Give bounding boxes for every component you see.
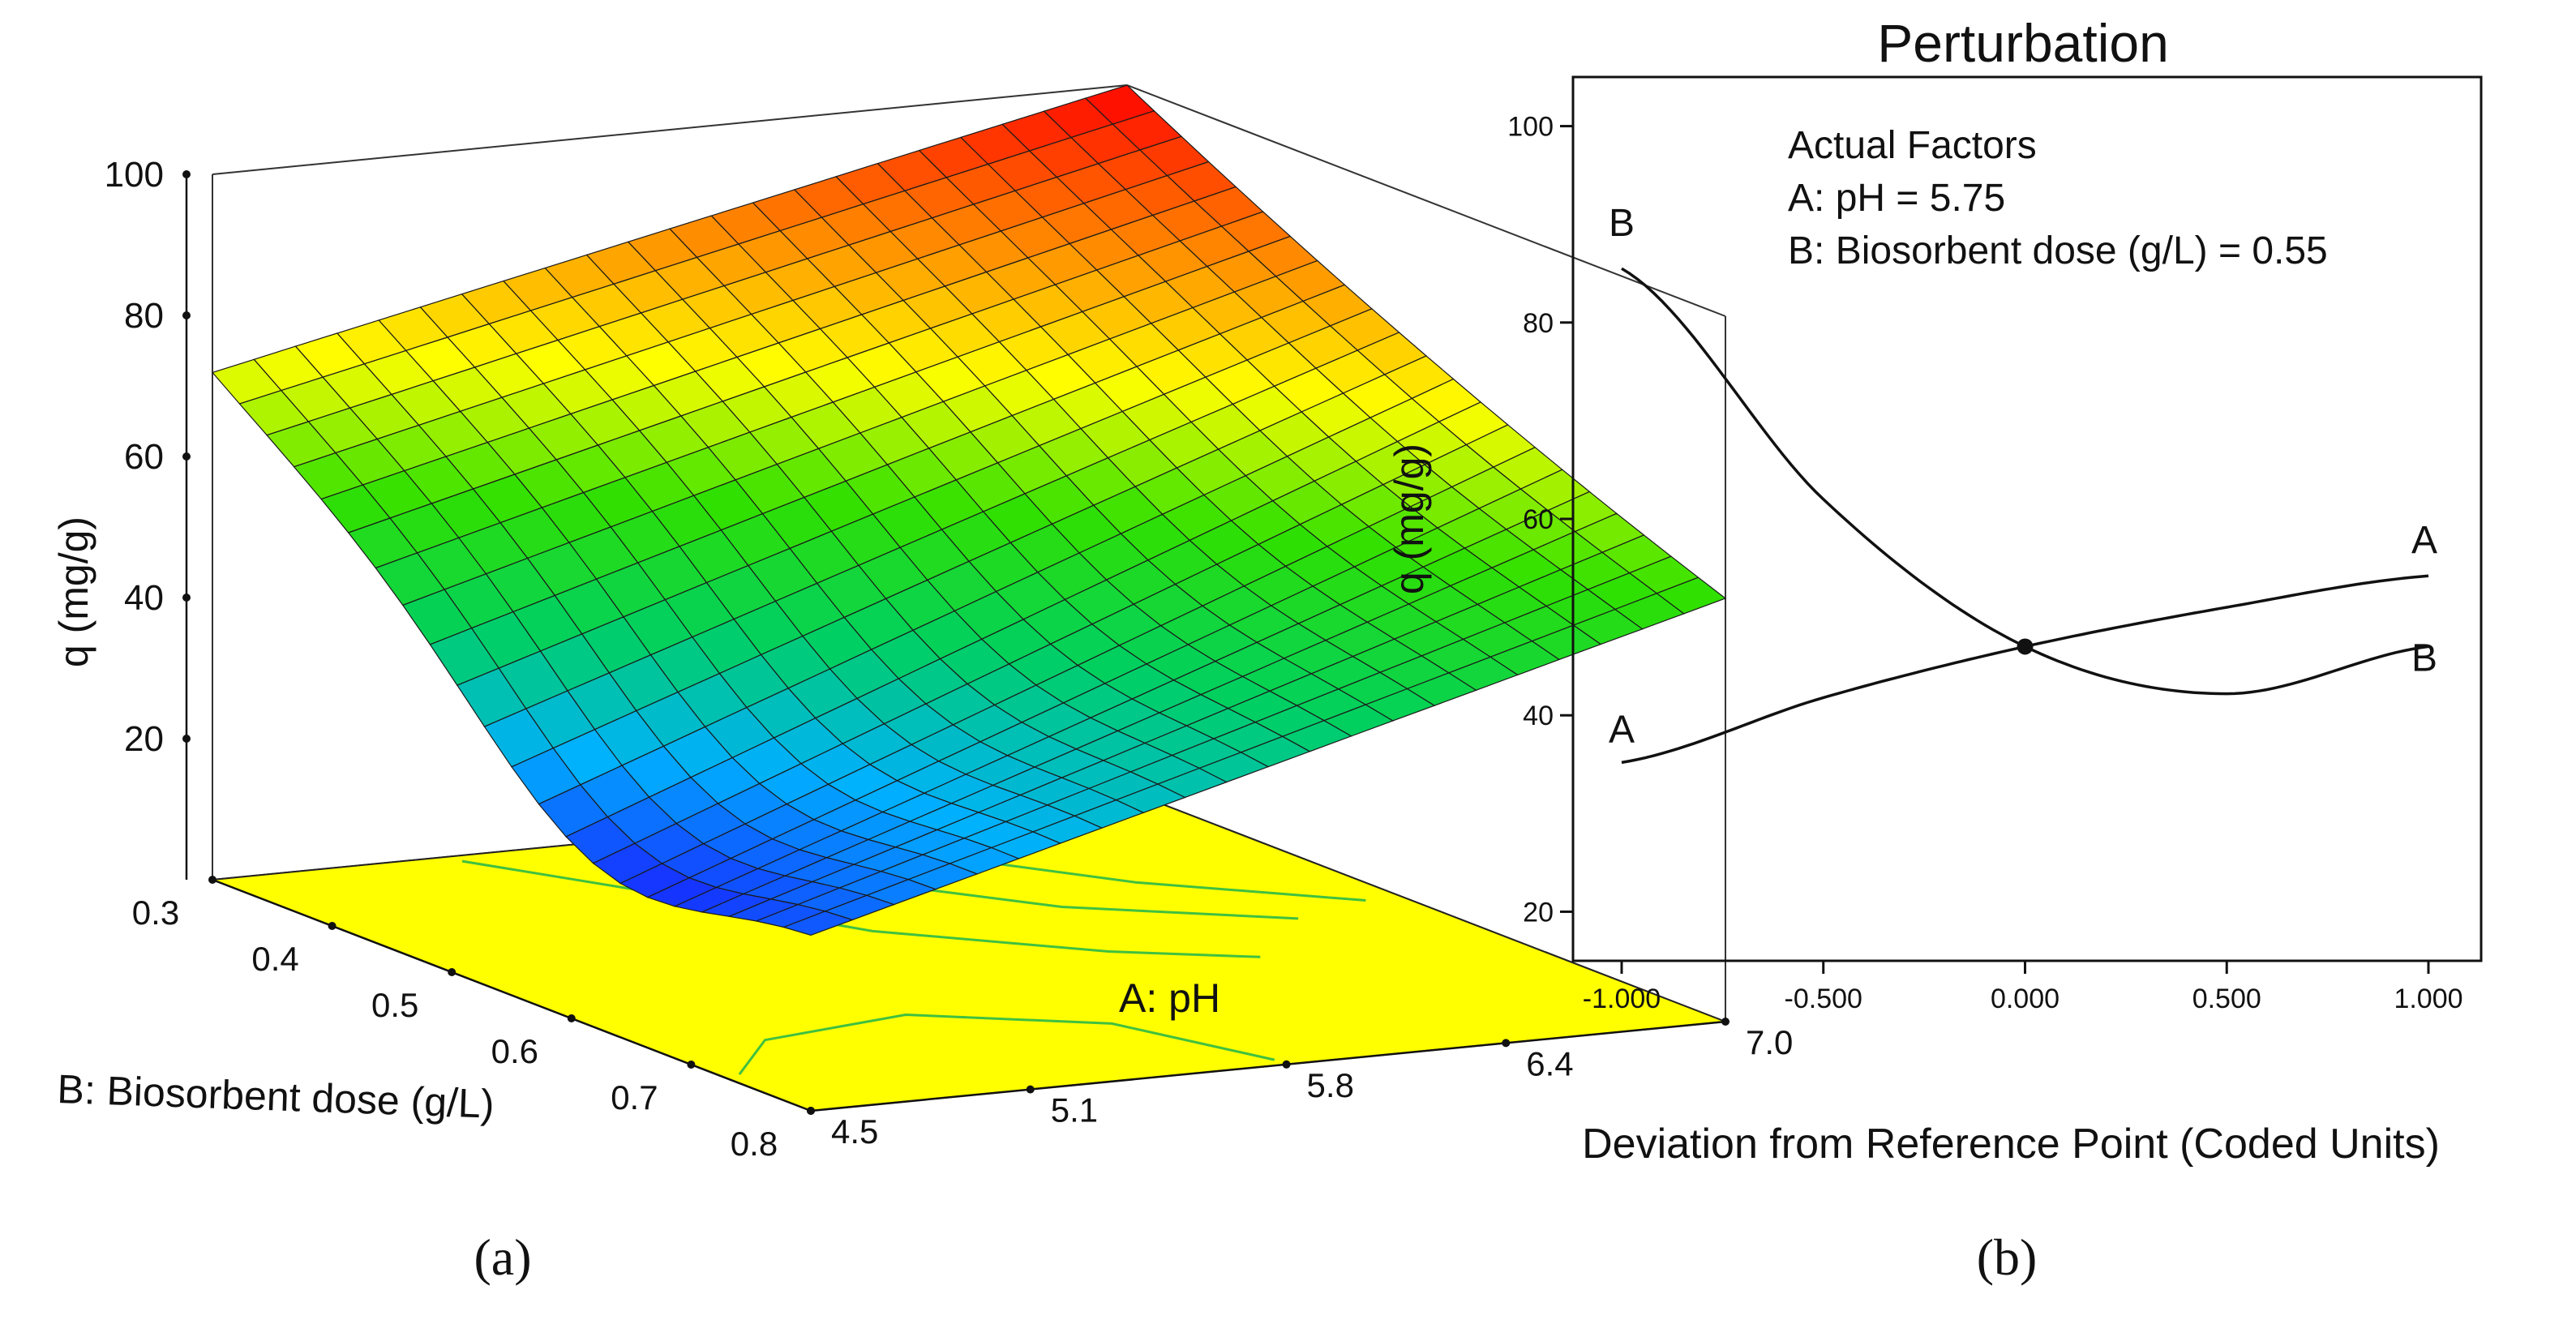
- annotation-box: Actual Factors A: pH = 5.75 B: Biosorben…: [1788, 124, 2328, 272]
- series-start-label: B: [1609, 202, 1635, 245]
- y-tick-label: 20: [1523, 897, 1554, 928]
- dose-tick-label: 0.4: [251, 940, 298, 978]
- dose-tick-mark: [687, 1061, 696, 1069]
- ph-tick-label: 7.0: [1746, 1023, 1793, 1061]
- series-end-label: A: [2411, 519, 2437, 562]
- ph-tick-label: 5.1: [1051, 1091, 1098, 1129]
- series-end-label: B: [2411, 636, 2437, 679]
- z-tick-mark: [182, 735, 191, 743]
- x-tick-label: -1.000: [1583, 984, 1661, 1014]
- ph-tick-label: 6.4: [1526, 1044, 1573, 1082]
- y-axis-title: q (mg/g): [1387, 444, 1432, 594]
- z-tick-mark: [182, 452, 191, 461]
- x-tick-label: 0.000: [1991, 984, 2060, 1014]
- ph-tick-mark: [1026, 1085, 1035, 1094]
- x-tick-label: 1.000: [2394, 984, 2462, 1014]
- panel-b-perturbation-plot: Perturbation 20 40 60 80 100 -1.000 -0.500 0.0…: [1387, 13, 2483, 1286]
- ph-tick-mark: [1282, 1060, 1291, 1069]
- series-lines: A A B B: [1609, 202, 2437, 765]
- frame-edge: [212, 84, 1128, 175]
- y-axis: 20 40 60 80 100: [1507, 112, 1573, 928]
- dose-tick-label: 0.8: [731, 1125, 778, 1163]
- panel-a-surface-plot: 20 40 60 80 100 0.3 0.4 0.5 0.6 0.7 0.8 4.5 5.1 5.8…: [51, 65, 1793, 1286]
- plot-area: [1571, 75, 2483, 962]
- dose-tick-mark: [328, 922, 336, 930]
- ph-tick-mark: [1721, 1018, 1729, 1026]
- z-tick-label: 60: [124, 437, 164, 477]
- y-tick-label: 80: [1523, 308, 1554, 339]
- dose-axis-line: [212, 878, 812, 1112]
- ph-axis-line: [810, 1020, 1726, 1112]
- dose-axis-title: B: Biosorbent dose (g/L): [57, 1066, 495, 1127]
- response-surface: [211, 84, 1727, 936]
- ph-tick-mark: [807, 1107, 815, 1115]
- z-tick-label: 80: [124, 296, 164, 336]
- annotation-line-ph: A: pH = 5.75: [1788, 177, 2005, 220]
- x-axis: -1.000 -0.500 0.000 0.500 1.000: [1583, 961, 2463, 1014]
- panel-a-caption: (a): [474, 1228, 531, 1286]
- chart-title: Perturbation: [1877, 13, 2169, 73]
- ph-tick-mark: [1502, 1039, 1511, 1048]
- panel-b-caption: (b): [1977, 1228, 2038, 1286]
- floor-contour: [738, 1013, 1275, 1075]
- z-axis: 20 40 60 80 100: [105, 155, 191, 880]
- surface-cell: [782, 911, 855, 936]
- z-axis-title: q (mg/g): [51, 516, 96, 667]
- z-tick-mark: [182, 170, 191, 178]
- z-tick-label: 20: [124, 719, 164, 759]
- z-tick-mark: [182, 311, 191, 319]
- series-start-label: A: [1609, 708, 1635, 751]
- dose-tick-label: 0.3: [132, 894, 179, 932]
- ph-tick-label: 4.5: [831, 1112, 878, 1151]
- y-tick-label: 60: [1523, 504, 1554, 535]
- y-tick-label: 40: [1523, 701, 1554, 731]
- ph-axis: 4.5 5.1 5.8 6.4 7.0: [807, 1018, 1793, 1151]
- series-line-B: [1621, 267, 2429, 696]
- x-tick-label: -0.500: [1785, 984, 1862, 1014]
- dose-tick-label: 0.7: [611, 1078, 658, 1116]
- ph-axis-title: A: pH: [1119, 975, 1220, 1021]
- y-tick-label: 100: [1507, 112, 1554, 143]
- annotation-line-dose: B: Biosorbent dose (g/L) = 0.55: [1788, 229, 2328, 272]
- floor-contour: [461, 859, 1261, 958]
- dose-axis: 0.3 0.4 0.5 0.6 0.7 0.8: [132, 876, 815, 1163]
- dose-tick-mark: [448, 968, 456, 976]
- front-edge: [212, 878, 1726, 1112]
- z-tick-label: 100: [105, 155, 164, 195]
- dose-tick-mark: [567, 1014, 576, 1022]
- frame-edge: [1126, 84, 1726, 317]
- x-tick-label: 0.500: [2192, 984, 2261, 1014]
- annotation-heading: Actual Factors: [1788, 124, 2037, 167]
- z-tick-mark: [182, 594, 191, 602]
- ph-tick-label: 5.8: [1307, 1066, 1354, 1104]
- series-line-A: [1621, 574, 2429, 765]
- reference-point-marker: [2017, 638, 2034, 655]
- z-tick-label: 40: [124, 578, 164, 618]
- dose-tick-label: 0.5: [371, 986, 418, 1024]
- dose-tick-label: 0.6: [491, 1032, 538, 1070]
- dose-tick-mark: [208, 876, 216, 884]
- x-axis-title: Deviation from Reference Point (Coded Un…: [1582, 1121, 2440, 1168]
